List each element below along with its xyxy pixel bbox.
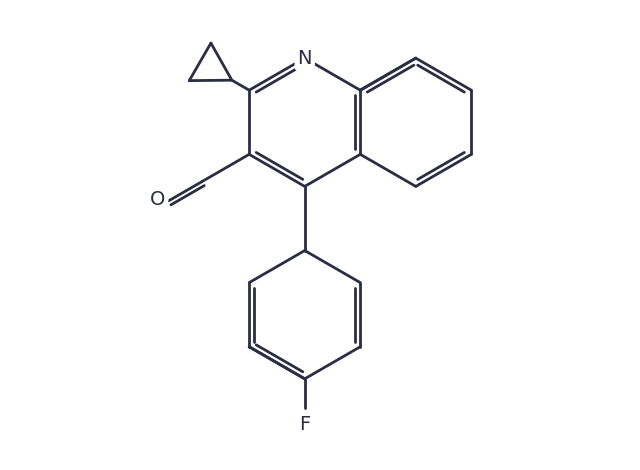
Text: O: O: [150, 190, 165, 209]
Text: F: F: [299, 415, 310, 434]
Text: N: N: [298, 48, 312, 68]
